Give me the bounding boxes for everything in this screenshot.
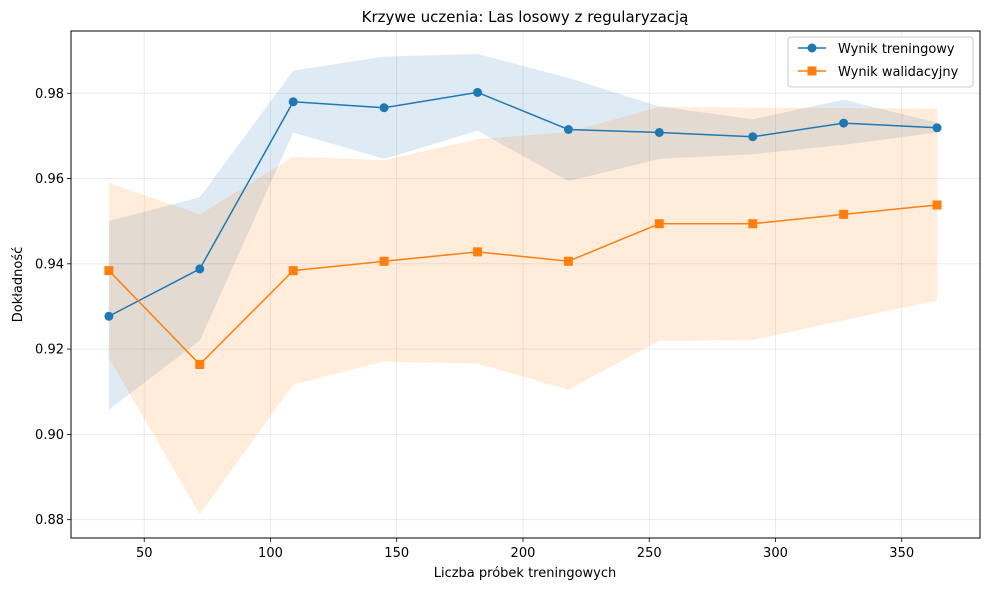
data-point [104,266,114,276]
series-line-1 [108,204,938,366]
y-axis-label: Dokładność [11,247,26,323]
data-point [748,132,758,142]
plot-frame [70,30,981,539]
data-point [473,247,483,257]
series-markers [104,87,942,369]
data-point [288,266,298,276]
data-point [379,103,389,113]
data-point [654,219,664,229]
y-tick-label: 0.94 [35,257,64,272]
data-point [195,264,205,274]
data-point [563,256,573,266]
y-tick-label: 0.98 [35,87,64,102]
x-tick-label: 200 [511,546,536,561]
legend-label-train: Wynik treningowy [838,42,955,57]
x-tick-label: 100 [258,546,283,561]
y-tick-label: 0.96 [35,172,64,187]
data-point [104,311,114,321]
legend-label-validation: Wynik walidacyjny [838,65,959,80]
data-point [654,127,664,137]
axis-ticks: 50 100 150 200 250 300 350 0.88 0.90 0.92 0.94 0.96… [35,87,914,561]
series-lines [108,91,938,366]
y-tick-label: 0.90 [35,428,64,443]
legend-marker-validation [807,66,817,76]
data-point [288,97,298,107]
legend-box [787,36,974,88]
chart-title: Krzywe uczenia: Las losowy z regularyzac… [362,8,689,26]
series-line-0 [108,91,938,317]
x-tick-label: 150 [384,546,409,561]
legend-marker-train [807,43,817,53]
confidence-band-1 [108,106,938,515]
x-tick-label: 250 [637,546,662,561]
confidence-bands [108,54,938,515]
data-point [473,87,483,97]
x-tick-label: 350 [889,546,914,561]
y-tick-label: 0.92 [35,343,64,358]
data-point [379,256,389,266]
x-tick-label: 300 [763,546,788,561]
data-point [195,359,205,369]
data-point [748,219,758,229]
x-tick-label: 50 [136,546,153,561]
data-point [839,118,849,128]
data-point [932,200,942,210]
data-point [932,123,942,133]
data-point [839,209,849,219]
data-point [563,125,573,135]
confidence-band-0 [108,54,938,410]
grid [71,31,980,538]
legend: Wynik treningowy Wynik walidacyjny [787,36,974,88]
x-axis-label: Liczba próbek treningowych [434,566,617,581]
y-tick-label: 0.88 [35,513,64,528]
